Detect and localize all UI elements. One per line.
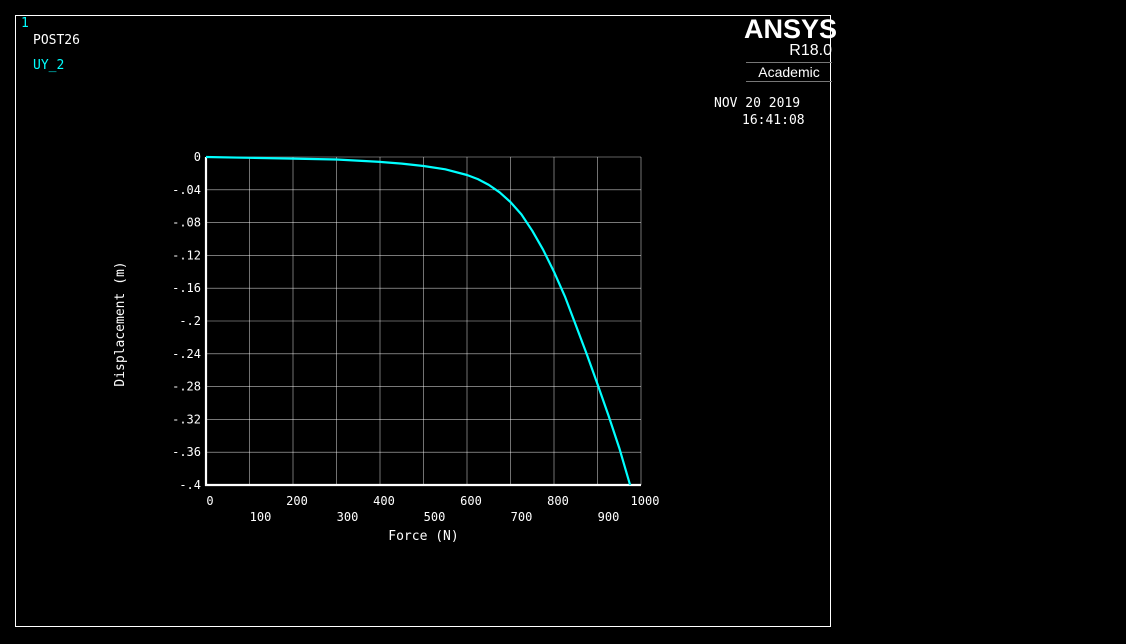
y-tick-label: -.32 [172, 412, 201, 426]
x-tick-label: 800 [547, 494, 569, 508]
x-tick-label: 100 [250, 510, 272, 524]
date-stamp: NOV 20 2019 [714, 96, 801, 111]
y-tick-label: -.36 [172, 445, 201, 459]
graphics-window-frame [15, 15, 831, 627]
x-tick-label: 600 [460, 494, 482, 508]
y-tick-label: -.2 [179, 314, 201, 328]
ansys-logo: ANSYS R18.0 Academic [744, 14, 838, 82]
module-label: POST26 [33, 33, 80, 48]
x-axis-label: Force (N) [388, 529, 458, 544]
x-tick-label: 1000 [631, 494, 660, 508]
time-stamp: 16:41:08 [742, 113, 805, 128]
x-tick-label: 500 [424, 510, 446, 524]
y-tick-label: -.4 [179, 478, 201, 492]
displacement-curve [205, 155, 632, 486]
x-tick-label: 300 [337, 510, 359, 524]
y-tick-label: -.16 [172, 281, 201, 295]
brand-edition: Academic [746, 62, 832, 82]
y-tick-label: -.24 [172, 347, 201, 361]
brand-version: R18.0 [789, 42, 832, 59]
y-tick-label: -.08 [172, 216, 201, 230]
window-number: 1 [21, 16, 29, 31]
x-tick-label: 400 [373, 494, 395, 508]
y-tick-label: -.04 [172, 183, 201, 197]
y-axis-label: Displacement (m) [113, 261, 128, 386]
variable-label: UY_2 [33, 58, 65, 73]
x-tick-label: 700 [511, 510, 533, 524]
x-tick-label: 200 [286, 494, 308, 508]
brand-name: ANSYS [744, 14, 838, 44]
y-tick-label: -.12 [172, 248, 201, 262]
x-tick-label: 900 [598, 510, 620, 524]
y-tick-label: 0 [194, 150, 201, 164]
y-tick-label: -.28 [172, 380, 201, 394]
x-tick-label: 0 [206, 494, 213, 508]
